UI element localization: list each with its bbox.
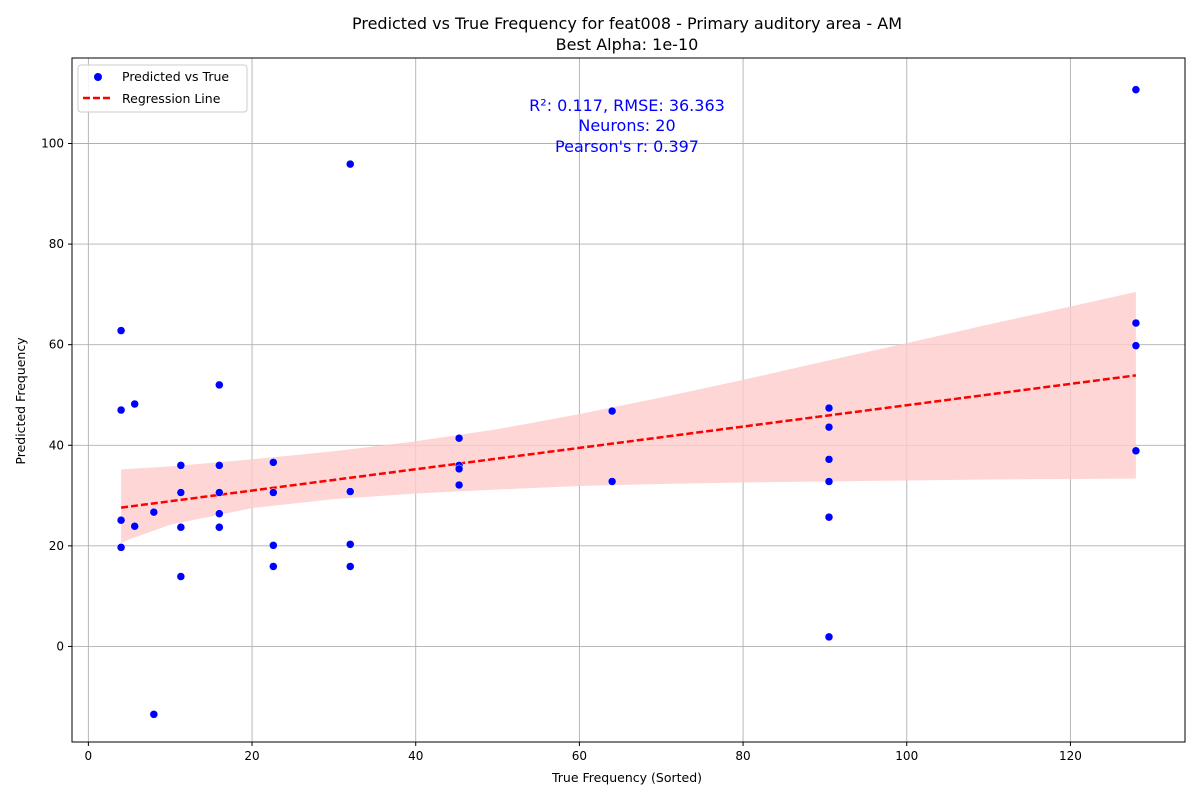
data-point (130, 399, 139, 409)
data-point (346, 562, 355, 571)
data-point (176, 572, 186, 581)
y-axis-label: Predicted Frequency (13, 337, 28, 465)
data-point (269, 488, 278, 497)
data-point (824, 455, 834, 464)
data-point (130, 521, 139, 531)
axis-ticks: 0 20 40 60 80 100 120 0 20 40 60 80 100 (41, 137, 1082, 764)
x-tick-label: 100 (895, 749, 918, 763)
data-point (824, 477, 834, 486)
data-point (116, 515, 126, 525)
data-point (215, 461, 224, 470)
data-point (1131, 446, 1141, 456)
legend-label-line: Regression Line (122, 91, 221, 106)
data-point (116, 405, 126, 415)
y-tick-label: 100 (41, 137, 64, 151)
data-point (269, 562, 278, 571)
x-tick-label: 80 (735, 749, 750, 763)
data-point (1131, 85, 1141, 94)
x-tick-label: 20 (244, 749, 259, 763)
data-points (116, 85, 1141, 719)
x-tick-label: 120 (1059, 749, 1082, 763)
chart-subtitle: Best Alpha: 1e-10 (556, 35, 699, 54)
data-point (454, 480, 464, 490)
data-point (824, 512, 834, 522)
chart-title: Predicted vs True Frequency for feat008 … (352, 14, 902, 33)
y-tick-label: 20 (49, 539, 64, 553)
data-point (215, 380, 224, 390)
data-point (269, 458, 278, 467)
data-point (176, 488, 186, 497)
confidence-band (121, 291, 1136, 544)
annotation-r2-rmse: R²: 0.117, RMSE: 36.363 (529, 96, 725, 115)
regression-line (120, 374, 1137, 509)
y-tick-label: 60 (49, 338, 64, 352)
data-point (346, 540, 355, 549)
legend: Predicted vs True Regression Line (77, 64, 248, 113)
data-point (1131, 318, 1141, 328)
data-point (116, 326, 126, 335)
confidence-band-area (121, 291, 1136, 544)
legend-box (77, 64, 248, 113)
x-tick-label: 0 (85, 749, 93, 763)
data-point (215, 522, 224, 532)
legend-label-scatter: Predicted vs True (122, 69, 229, 84)
regression-line-group (120, 374, 1137, 509)
data-point (176, 461, 186, 470)
data-point (824, 403, 834, 413)
data-point (269, 541, 278, 550)
data-point (824, 422, 834, 432)
annotation-neurons: Neurons: 20 (578, 116, 675, 135)
x-tick-label: 60 (572, 749, 587, 763)
data-point (454, 464, 464, 474)
data-point (346, 487, 355, 496)
data-point (346, 159, 355, 169)
data-point (454, 433, 464, 443)
legend-marker-scatter (94, 73, 102, 81)
data-point (607, 406, 617, 416)
plot-frame (71, 57, 1186, 743)
data-point (149, 507, 159, 517)
annotation-pearson: Pearson's r: 0.397 (555, 137, 699, 156)
data-point (215, 488, 224, 497)
data-point (215, 509, 224, 518)
data-point (176, 522, 186, 532)
data-point (824, 632, 834, 642)
stats-annotation: R²: 0.117, RMSE: 36.363 Neurons: 20 Pear… (529, 96, 725, 156)
data-point (1131, 341, 1141, 350)
data-point (149, 710, 159, 719)
x-axis-label: True Frequency (Sorted) (551, 770, 702, 785)
y-tick-label: 40 (49, 438, 64, 452)
y-tick-label: 80 (49, 237, 64, 251)
data-point (607, 477, 617, 486)
y-tick-label: 0 (56, 639, 64, 653)
x-tick-label: 40 (408, 749, 423, 763)
data-point (116, 543, 126, 552)
